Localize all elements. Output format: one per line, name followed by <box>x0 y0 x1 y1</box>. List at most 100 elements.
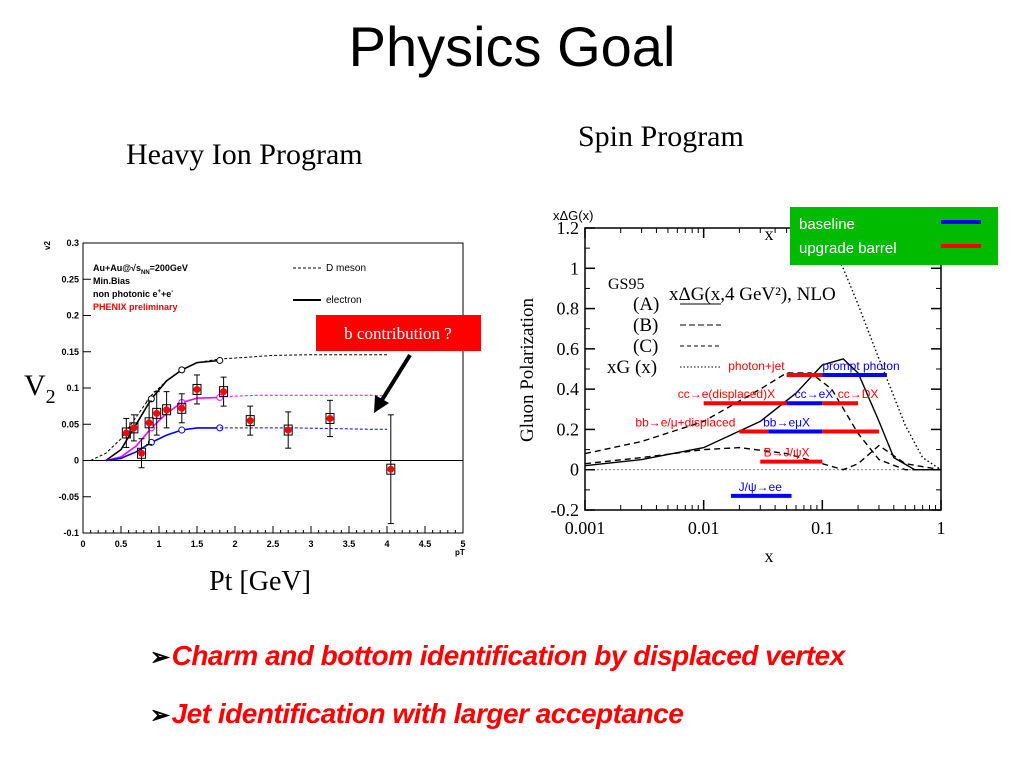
v2-sys-box <box>325 412 335 424</box>
y-tick-label: -0.05 <box>58 492 79 502</box>
v2-data-point <box>130 424 138 432</box>
x-tick-label: 0.1 <box>811 518 834 538</box>
x-tick-label: 3 <box>308 539 313 549</box>
v2-data-point <box>326 414 334 422</box>
x-tick-label: 4.5 <box>419 539 432 549</box>
v2-sys-box <box>177 402 187 414</box>
x-tick-label: 1 <box>156 539 161 549</box>
v2-sys-box <box>245 415 255 427</box>
v2-data-point <box>163 406 171 414</box>
v2-data-point <box>122 429 130 437</box>
v2-curve <box>219 394 388 398</box>
model-label: GS95 <box>608 276 644 293</box>
y-tick-label: 0.2 <box>557 419 580 439</box>
sqrt-subscript: NN <box>141 270 150 276</box>
polarization-curve <box>585 372 941 471</box>
model-label: (A) <box>633 294 659 315</box>
v2-sys-box <box>152 407 162 419</box>
spin-program-heading: Spin Program <box>578 120 744 153</box>
x-tick-label: 2.5 <box>267 539 280 549</box>
legend-label: electron <box>326 295 362 306</box>
annotation-e: +e <box>161 289 171 299</box>
annotation-nonphotonic: non photonic e++e- <box>93 289 173 299</box>
kinematic-range-label: J/ψ→ee <box>739 480 783 494</box>
v2-data-point <box>220 388 228 396</box>
sqrt-symbol: √s <box>131 263 141 273</box>
y-tick-label: 0.1 <box>66 383 79 393</box>
y-axis-title: Gluon Polarization <box>517 297 538 442</box>
kinematic-range-label: cc→eX <box>795 387 834 401</box>
v2-data-point <box>178 404 186 412</box>
charge-plus: + <box>158 289 162 295</box>
v2-curve <box>219 427 387 430</box>
legend-label: upgrade barrel <box>799 240 897 257</box>
x-tick-label: 0 <box>80 539 85 549</box>
bullet-text: Jet identification with larger acceptanc… <box>171 698 684 729</box>
legend-label: D meson <box>326 263 366 274</box>
v2-open-marker <box>147 438 155 446</box>
bullet-arrow-icon: ➢ <box>150 702 170 729</box>
heavy-ion-heading: Heavy Ion Program <box>126 138 363 171</box>
y-tick-label: -0.1 <box>63 528 79 538</box>
bullet-list: ➢Charm and bottom identification by disp… <box>150 640 845 756</box>
plot-title: xΔG(x,4 GeV²), NLO <box>669 284 836 305</box>
y-tick-label: 0.25 <box>61 274 79 284</box>
callout-arrow-head <box>374 395 389 413</box>
slide-title: Physics Goal <box>348 15 676 78</box>
v2-curve <box>90 354 387 461</box>
v2-sys-box <box>192 383 202 395</box>
kinematic-range-label: bb→eμX <box>763 415 810 429</box>
x-tick-label: 0.01 <box>688 518 720 538</box>
v2-sys-box <box>129 422 139 434</box>
plot-frame <box>82 242 464 534</box>
v2-data-point <box>153 409 161 417</box>
v2-sys-box <box>219 386 229 398</box>
y-tick-label: 1 <box>570 258 579 278</box>
y-tick-label: 0.05 <box>61 419 79 429</box>
x-tick-label: 1 <box>937 518 946 538</box>
v2-open-marker <box>216 356 224 364</box>
v2-sys-box <box>137 447 147 459</box>
x-tick-label: 4 <box>384 539 389 549</box>
v2-open-marker <box>178 366 186 374</box>
charge-minus: - <box>171 289 173 295</box>
callout-arrow-line <box>380 353 412 402</box>
kinematic-range-label: cc→DX <box>838 387 879 401</box>
x-tick-label: 0.001 <box>565 518 606 538</box>
v2-data-point <box>193 385 201 393</box>
y-tick-label: 0.2 <box>66 311 79 321</box>
legend-box <box>790 207 998 265</box>
v2-curve <box>105 359 220 462</box>
y-tick-label: 1.2 <box>557 218 580 238</box>
v2-data-point <box>284 426 292 434</box>
kinematic-range-label: cc→e(displaced)X <box>678 387 775 401</box>
x-tick-label: 1.5 <box>191 539 204 549</box>
y-tick-label: 0.3 <box>66 238 79 248</box>
y-tick-label: 0.4 <box>557 379 580 399</box>
v2-big-ylabel: V2 <box>24 369 56 408</box>
v2-data-point <box>387 465 395 473</box>
v2-sys-box <box>162 404 172 416</box>
y-axis-small-label: v2 <box>43 241 52 250</box>
annotation-minbias: Min.Bias <box>93 276 130 286</box>
y-tick-label: 0.8 <box>557 299 580 319</box>
kinematic-range-label: photon+jet <box>728 359 785 373</box>
y-tick-label: -0.2 <box>551 500 580 520</box>
y-tick-label: 0.15 <box>61 347 79 357</box>
model-label: xG (x) <box>607 357 657 378</box>
gluon-polarization-chart: 0.001 0.01 0.1 1 -0.2 0 0.2 0.4 0.6 0.8 1 1.2xΔG(x)… <box>517 207 998 566</box>
legend-label: baseline <box>799 216 855 233</box>
v2-open-marker <box>178 426 186 434</box>
bullet-arrow-icon: ➢ <box>150 644 170 671</box>
y-axis-top-label: xΔG(x) <box>553 208 593 223</box>
b-contribution-callout: b contribution ? <box>344 324 452 343</box>
x-axis-top-title: x <box>765 224 774 244</box>
model-label: (C) <box>633 336 658 357</box>
gluon-plot-area: 0.001 0.01 0.1 1 -0.2 0 0.2 0.4 0.6 0.8 1 1.2xΔG(x)… <box>517 207 998 566</box>
x-tick-label: 2 <box>232 539 237 549</box>
x-axis-small-label: pT <box>455 548 465 557</box>
y-tick-label: 0 <box>74 456 79 466</box>
v2-data-point <box>145 419 153 427</box>
v2-sys-box <box>144 417 154 429</box>
v2-open-marker <box>147 395 155 403</box>
